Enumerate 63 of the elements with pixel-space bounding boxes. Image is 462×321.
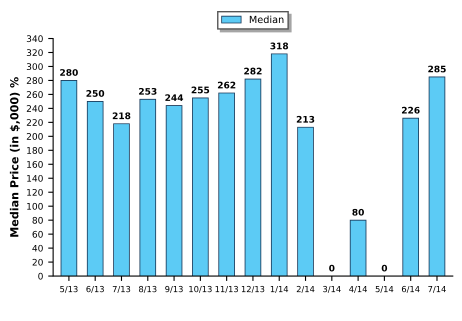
data-label: 285 [428,66,446,72]
x-tick-label: 1/14 [270,286,288,293]
y-axis-title: Median Price (in $,000) % [10,77,20,237]
data-label: 226 [402,106,420,114]
x-tick-label: 5/13 [60,286,78,293]
bar [402,118,419,276]
bar [428,76,446,276]
data-label: 282 [244,68,262,75]
y-tick-label: 280 [26,77,43,84]
y-tick-label: 200 [26,133,43,140]
data-label: 0 [382,264,388,272]
legend-label: Median [250,16,284,24]
x-tick-label: 6/14 [402,286,420,293]
y-tick-label: 20 [32,258,43,266]
y-tick-label: 80 [32,216,43,224]
bar [86,100,104,276]
y-tick-label: 120 [27,188,43,196]
data-label: 318 [270,42,288,50]
bar [192,97,209,276]
x-tick-label: 11/13 [216,286,238,293]
y-tick-label: 100 [27,202,43,210]
bar [297,126,314,276]
y-tick-label: 40 [32,244,43,252]
x-tick-label: 9/13 [165,286,183,293]
x-tick-label: 4/14 [349,286,367,293]
x-tick-label: 8/13 [138,286,156,293]
data-label: 280 [60,69,78,76]
bar [350,220,366,276]
data-label: 0 [329,264,335,272]
data-label: 262 [218,82,236,88]
x-tick-label: 3/14 [323,286,341,293]
y-tick-label: 340 [26,35,43,42]
x-tick-label: 12/13 [242,286,264,293]
x-tick-label: 2/14 [296,286,314,293]
y-tick-label: 300 [26,63,43,70]
y-tick-label: 220 [26,119,43,126]
data-label: 253 [139,88,156,95]
data-label: 255 [192,86,210,94]
x-tick-label: 7/13 [112,286,130,293]
y-tick-label: 140 [27,174,43,182]
bar [270,53,288,276]
y-tick-label: 60 [32,230,43,238]
data-label: 80 [352,208,364,216]
bar [218,92,235,276]
data-label: 218 [112,112,130,120]
x-tick-label: 10/13 [189,286,212,293]
y-tick-label: 260 [26,91,43,98]
x-tick-label: 7/14 [428,286,446,293]
bar [60,80,78,276]
data-label: 250 [86,90,104,97]
data-label: 213 [296,116,314,123]
bar [166,105,182,276]
bar [244,78,262,276]
y-tick-label: 160 [27,161,43,168]
y-tick-label: 180 [27,147,43,154]
y-tick-label: 0 [38,272,43,280]
bar [139,98,156,276]
data-label: 244 [165,94,184,101]
x-tick-label: 5/14 [376,286,394,293]
bar [113,123,130,276]
y-tick-label: 320 [26,49,43,56]
y-tick-label: 240 [26,105,43,112]
x-tick-label: 6/13 [86,286,104,293]
